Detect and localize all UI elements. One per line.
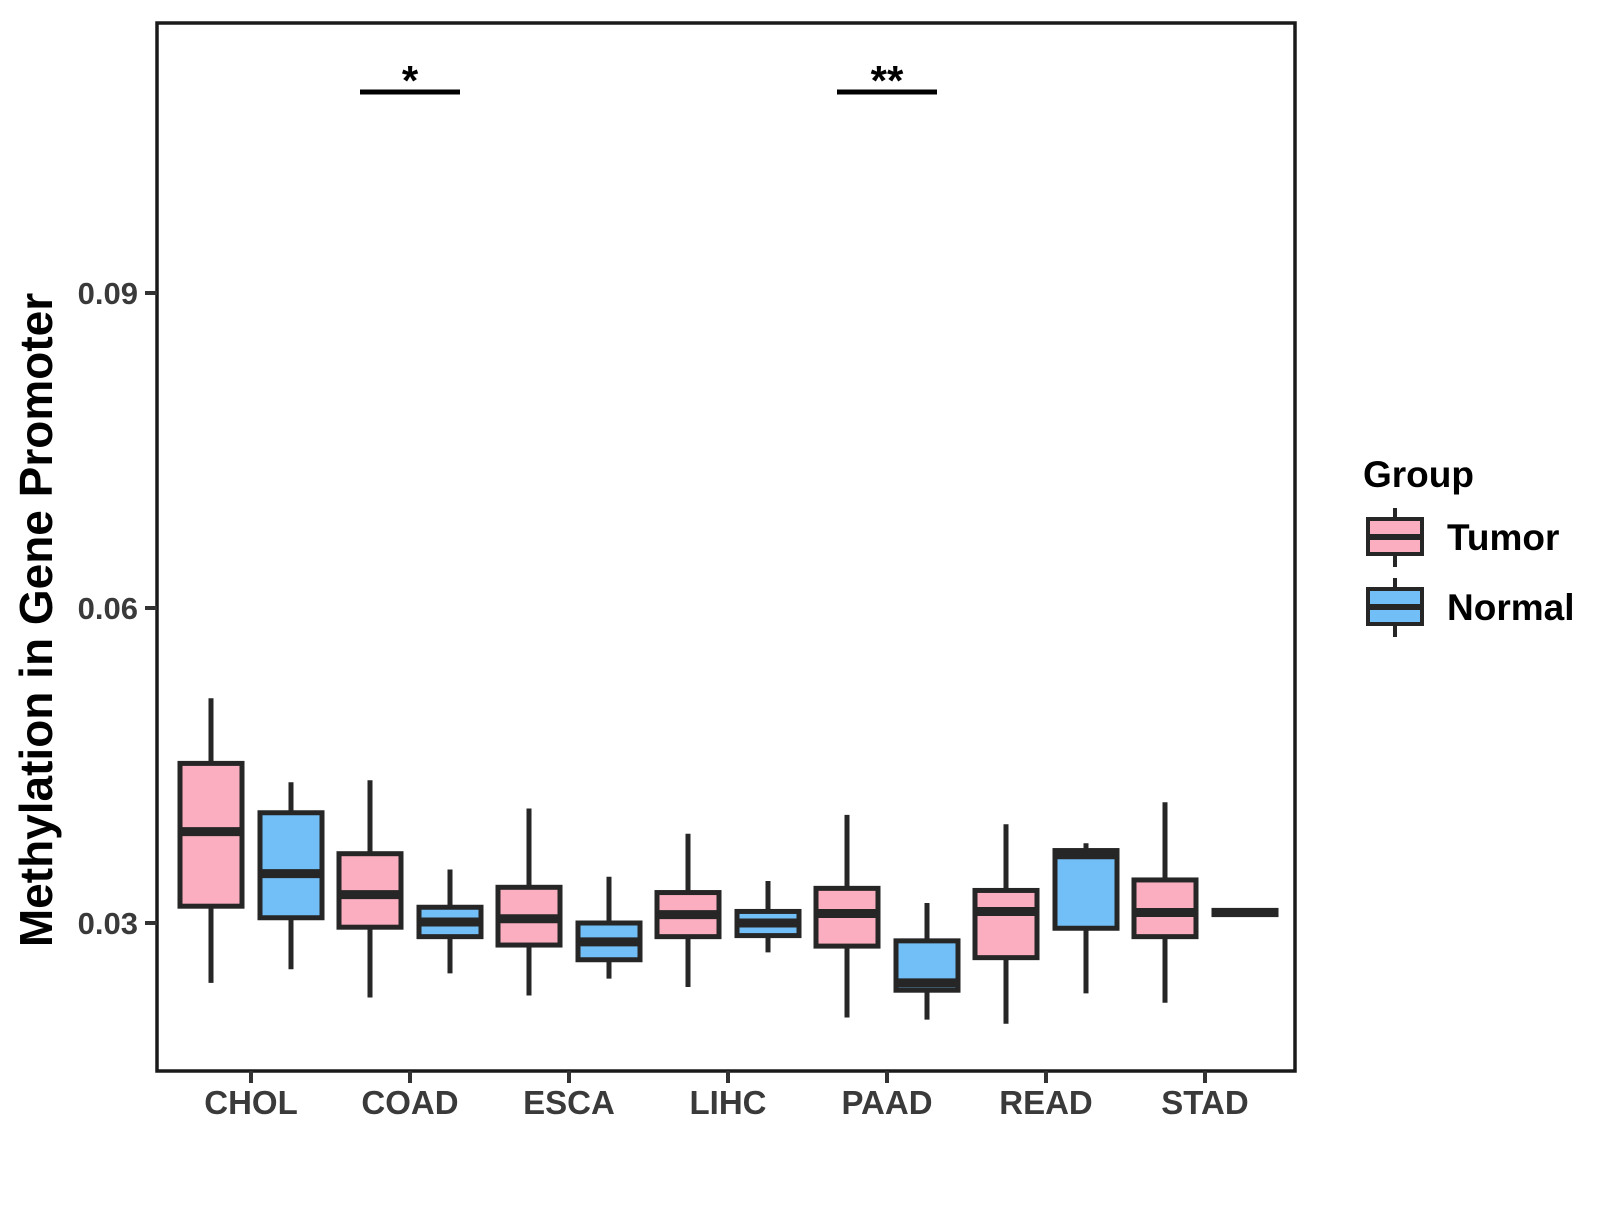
- legend-title: Group: [1363, 454, 1474, 495]
- significance-star: *: [402, 57, 419, 104]
- x-tick-label: LIHC: [690, 1084, 767, 1121]
- legend-label-tumor: Tumor: [1447, 517, 1559, 558]
- box-Normal-CHOL: [257, 810, 325, 921]
- significance-annotation-coad: *: [360, 57, 460, 104]
- x-tick-label: ESCA: [523, 1084, 615, 1121]
- significance-star: **: [871, 57, 904, 104]
- legend: Group Tumor Normal: [1363, 454, 1574, 637]
- x-tick-label: READ: [999, 1084, 1093, 1121]
- y-tick-label: 0.03: [78, 906, 138, 941]
- box-Normal-READ: [1052, 848, 1120, 931]
- x-tick-label: CHOL: [204, 1084, 298, 1121]
- y-axis-title: Methylation in Gene Promoter: [10, 293, 62, 947]
- x-tick-label: STAD: [1161, 1084, 1248, 1121]
- plot-panel: [155, 21, 1297, 1073]
- boxplot-series-layer: [177, 698, 1279, 1024]
- x-tick-label: PAAD: [841, 1084, 932, 1121]
- significance-annotation-paad: **: [837, 57, 937, 104]
- x-tick-label: COAD: [361, 1084, 458, 1121]
- y-tick-label: 0.09: [78, 276, 138, 311]
- box-Tumor-READ: [972, 887, 1040, 961]
- y-tick-label: 0.06: [78, 591, 138, 626]
- legend-key-tumor: [1366, 508, 1424, 567]
- legend-key-normal: [1366, 578, 1424, 637]
- legend-label-normal: Normal: [1447, 587, 1574, 628]
